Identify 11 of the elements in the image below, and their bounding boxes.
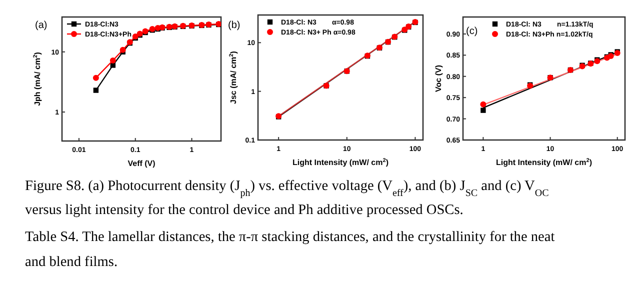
x-axis-title: Veff (V) bbox=[128, 159, 156, 168]
y-axis-title: Voc (V) bbox=[434, 64, 443, 92]
x-axis-title: Light Intensity (mW/ cm$^{2}$) bbox=[496, 158, 592, 167]
text: (b) bbox=[228, 20, 240, 31]
chart-title: (a) bbox=[35, 20, 48, 31]
text: versus light intensity for the control device and Ph additive processed OSCs. bbox=[25, 202, 464, 218]
caption: Figure S8. (a) Photocurrent density (J$_{ph}$) vs. effective voltage (V$_{eff}$), and (b) J$_{SC}$ and (c) V$_{OC}$ bbox=[25, 178, 550, 198]
caption: Table S4. The lamellar distances, the π-π stacking distances, and the crystallinity for the neat bbox=[25, 229, 555, 245]
text: (c) bbox=[466, 26, 478, 37]
text: and blend films. bbox=[25, 254, 118, 270]
x-axis-title: Light Intensity (mW/ cm$^{2}$) bbox=[292, 158, 389, 167]
